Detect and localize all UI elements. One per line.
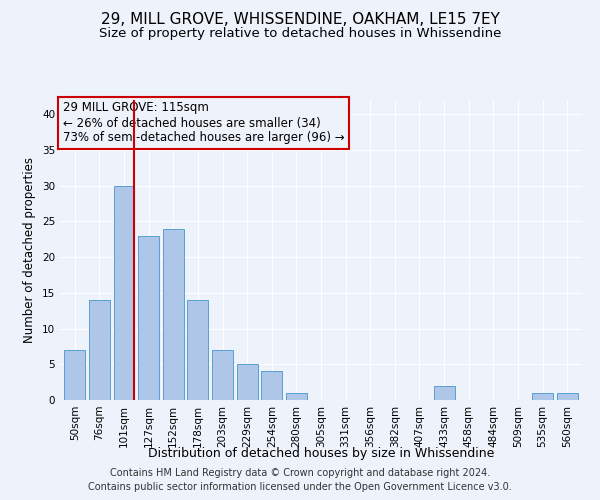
Bar [261, 372, 282, 400]
Text: 29, MILL GROVE, WHISSENDINE, OAKHAM, LE15 7EY: 29, MILL GROVE, WHISSENDINE, OAKHAM, LE1… [101, 12, 499, 28]
Bar [286, 393, 307, 400]
Bar [212, 350, 233, 400]
Bar [557, 393, 578, 400]
Bar [89, 300, 110, 400]
Bar [64, 350, 85, 400]
Text: Distribution of detached houses by size in Whissendine: Distribution of detached houses by size … [148, 448, 494, 460]
Bar [163, 228, 184, 400]
Bar [532, 393, 553, 400]
Bar [113, 186, 134, 400]
Text: Size of property relative to detached houses in Whissendine: Size of property relative to detached ho… [99, 28, 501, 40]
Bar [434, 386, 455, 400]
Text: Contains HM Land Registry data © Crown copyright and database right 2024.: Contains HM Land Registry data © Crown c… [110, 468, 490, 477]
Text: Contains public sector information licensed under the Open Government Licence v3: Contains public sector information licen… [88, 482, 512, 492]
Bar [187, 300, 208, 400]
Y-axis label: Number of detached properties: Number of detached properties [23, 157, 37, 343]
Bar [138, 236, 159, 400]
Text: 29 MILL GROVE: 115sqm
← 26% of detached houses are smaller (34)
73% of semi-deta: 29 MILL GROVE: 115sqm ← 26% of detached … [62, 102, 344, 144]
Bar [236, 364, 257, 400]
